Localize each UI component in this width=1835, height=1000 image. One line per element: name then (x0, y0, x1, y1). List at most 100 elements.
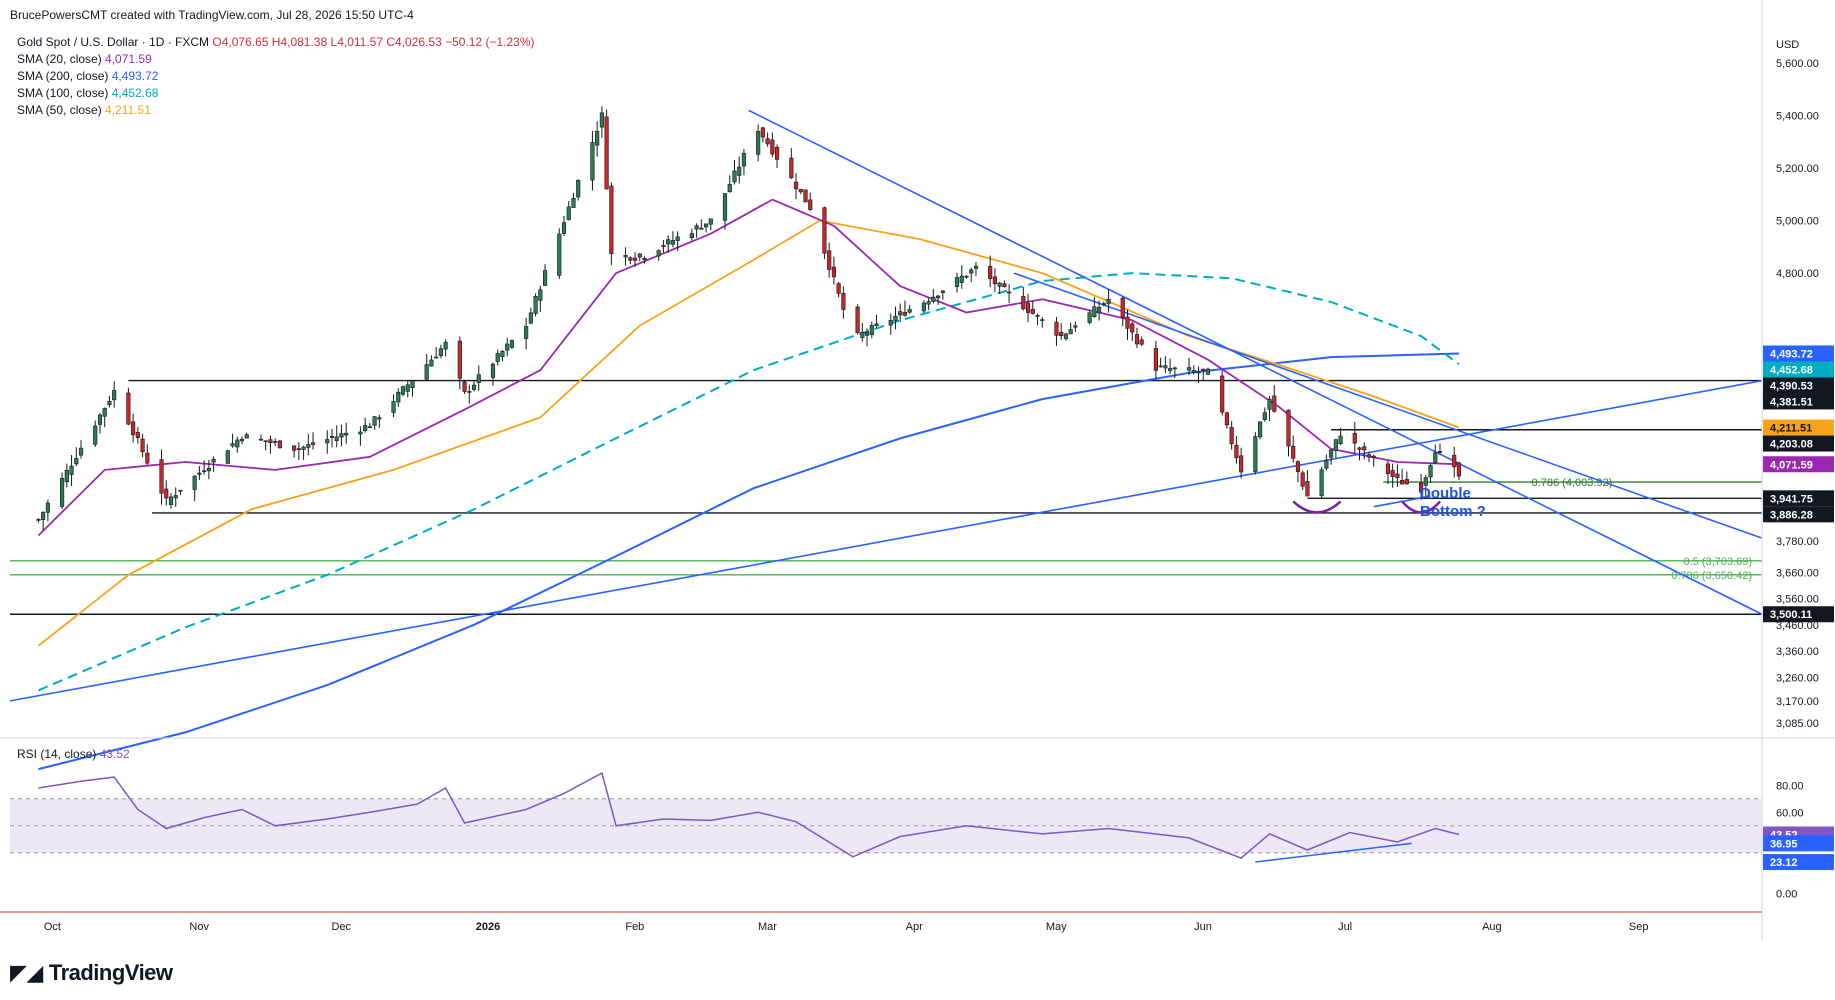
candle-body (36, 519, 41, 521)
candle-body (860, 332, 865, 338)
candle-body (670, 240, 675, 245)
candle-body (500, 351, 505, 357)
candle-body (756, 131, 761, 155)
candle-body (954, 277, 960, 287)
rsi-band (10, 798, 1762, 853)
candle-body (396, 391, 401, 403)
candle-body (831, 266, 836, 278)
candle-body (344, 432, 349, 436)
candle-body (467, 391, 472, 393)
rsi-badge-text: 23.12 (1770, 857, 1798, 869)
candle-body (637, 253, 642, 258)
candle-body (112, 390, 117, 401)
candle-body (1229, 427, 1234, 445)
price-tick-label: 3,170.00 (1776, 696, 1819, 708)
rsi-badge (1763, 835, 1834, 852)
candle-body (576, 179, 581, 198)
price-tick-label: 3,360.00 (1776, 646, 1819, 658)
candle-body (107, 400, 112, 406)
price-badge-text: 3,500.11 (1770, 609, 1812, 621)
candle-body (1168, 368, 1173, 371)
candle-body (363, 425, 368, 432)
candle-body (926, 301, 931, 305)
candle-body (1272, 395, 1277, 412)
candle-body (789, 157, 794, 179)
candle-body (874, 323, 879, 327)
candle-body (632, 257, 638, 261)
tradingview-logo[interactable]: ◤◢ TradingView (10, 960, 173, 985)
candle-body (1267, 398, 1272, 410)
candle-body (306, 444, 311, 448)
candle-body (41, 511, 46, 521)
candle-body (45, 502, 50, 513)
candle-body (538, 289, 543, 301)
candle-body (78, 447, 84, 456)
time-tick-label: Feb (625, 921, 644, 933)
candle-body (391, 401, 396, 413)
candle-body (1130, 323, 1135, 333)
time-tick-label: May (1046, 921, 1067, 933)
candle-body (864, 331, 870, 336)
price-tick-label: 5,400.00 (1776, 111, 1819, 123)
candle-body (1428, 465, 1433, 478)
rsi-legend[interactable]: RSI (14, close) 43.52 (17, 747, 130, 761)
price-tick-label: 5,200.00 (1776, 163, 1819, 175)
candle-body (509, 340, 515, 348)
legend-sma200[interactable]: SMA (200, close) 4,493.72 (17, 69, 159, 83)
candle-body (434, 356, 439, 359)
candle-body (1291, 445, 1296, 459)
candle-body (1201, 368, 1206, 371)
price-badge (1763, 456, 1834, 473)
price-badge-text: 4,211.51 (1770, 423, 1812, 435)
candle-body (60, 478, 65, 507)
time-tick-label: Oct (44, 921, 61, 933)
price-tick-label: 3,260.00 (1776, 672, 1819, 684)
candle-body (893, 315, 898, 321)
candle-body (1418, 482, 1424, 493)
legend-sma100[interactable]: SMA (100, close) 4,452.68 (17, 86, 159, 100)
rsi-tick-label: 60.00 (1776, 807, 1804, 819)
legend-symbol: Gold Spot / U.S. Dollar · 1D · FXCM (17, 35, 210, 49)
rsi-badge-text: 36.95 (1770, 838, 1798, 850)
candle-body (936, 295, 941, 299)
legend-sma50[interactable]: SMA (50, close) 4,211.51 (17, 103, 151, 117)
candle-body (642, 257, 647, 260)
candle-body (1286, 409, 1291, 447)
candle-body (476, 374, 481, 383)
candle-body (1063, 333, 1069, 339)
candle-body (1371, 455, 1376, 459)
time-tick-label: Sep (1629, 921, 1649, 933)
time-tick-label: 2026 (476, 921, 500, 933)
candle-body (969, 269, 974, 274)
candle-body (1021, 295, 1026, 310)
price-badge (1763, 361, 1834, 378)
legend-high: H4,081.38 (271, 35, 328, 49)
candle-body (410, 380, 415, 389)
candle-body (689, 233, 694, 239)
candle-body (1087, 312, 1092, 323)
candle-body (197, 472, 202, 475)
legend-open: O4,076.65 (212, 35, 269, 49)
candle-body (438, 348, 443, 356)
candle-body (202, 470, 207, 473)
price-tick-label: 3,560.00 (1776, 594, 1819, 606)
candle-body (732, 170, 737, 183)
candle-body (1163, 365, 1168, 369)
candle-body (462, 381, 467, 392)
candle-body (661, 245, 666, 247)
candle-body (827, 250, 832, 270)
price-badge-text: 4,493.72 (1770, 348, 1813, 360)
rsi-tick-label: 80.00 (1776, 780, 1804, 792)
candle-body (377, 417, 382, 420)
legend-sma20[interactable]: SMA (20, close) 4,071.59 (17, 52, 152, 66)
candle-body (1395, 473, 1400, 478)
candle-body (135, 432, 140, 439)
currency-label: USD (1776, 39, 1799, 51)
candle-body (1030, 309, 1035, 314)
candle-body (822, 207, 827, 254)
candle-body (628, 257, 633, 261)
double-bottom-arc (1292, 500, 1342, 514)
candle-body (1324, 460, 1329, 469)
candle-body (703, 223, 709, 228)
